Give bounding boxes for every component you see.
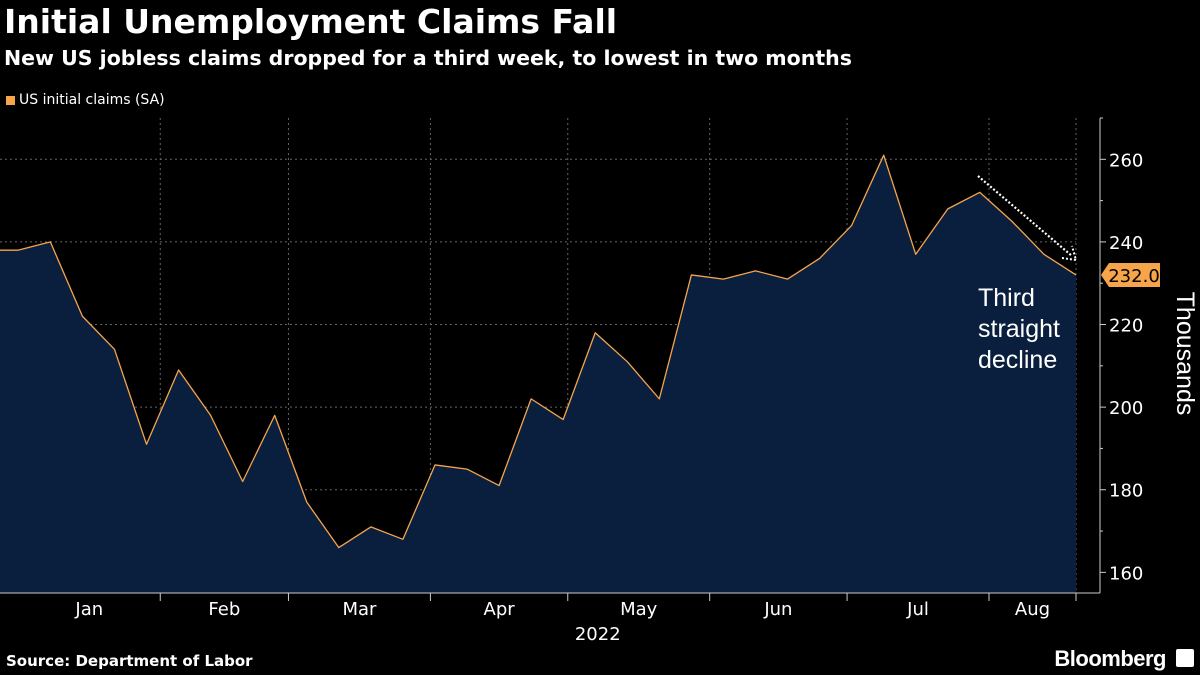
x-tick-label: Jan	[74, 599, 103, 620]
last-value-badge	[1101, 262, 1160, 287]
chart-subtitle: New US jobless claims dropped for a thir…	[4, 46, 852, 70]
y-tick-label: 160	[1109, 563, 1143, 584]
y-tick-label: 260	[1109, 150, 1143, 171]
bloomberg-mark-icon	[1176, 649, 1194, 667]
legend: US initial claims (SA)	[6, 92, 165, 108]
bloomberg-logo: Bloomberg	[1054, 646, 1166, 671]
chart-title: Initial Unemployment Claims Fall	[4, 2, 618, 41]
source-note: Source: Department of Labor	[6, 652, 253, 670]
legend-swatch	[6, 95, 15, 105]
x-axis-year-label: 2022	[575, 624, 621, 645]
x-tick-label: Mar	[342, 599, 377, 620]
x-tick-label: Jun	[763, 599, 792, 620]
x-tick-label: Feb	[208, 599, 240, 620]
x-tick-label: Apr	[484, 599, 516, 620]
y-tick-label: 240	[1109, 233, 1143, 254]
last-value-label: 232.0	[1108, 266, 1160, 287]
y-axis-label: Thousands	[1171, 292, 1199, 416]
y-tick-label: 180	[1109, 481, 1143, 502]
annotation-text: straight	[978, 315, 1060, 343]
annotation-text: decline	[978, 346, 1057, 374]
x-tick-label: Aug	[1015, 599, 1050, 620]
legend-label: US initial claims (SA)	[19, 92, 165, 108]
area-fill	[0, 155, 1076, 593]
annotation-arrowhead-icon	[1061, 245, 1078, 262]
annotation-text: Third	[978, 284, 1035, 312]
annotation-arrow	[977, 175, 1073, 257]
y-tick-label: 200	[1109, 398, 1143, 419]
x-tick-label: May	[620, 599, 658, 620]
y-tick-label: 220	[1109, 316, 1143, 337]
x-tick-label: Jul	[906, 599, 929, 620]
